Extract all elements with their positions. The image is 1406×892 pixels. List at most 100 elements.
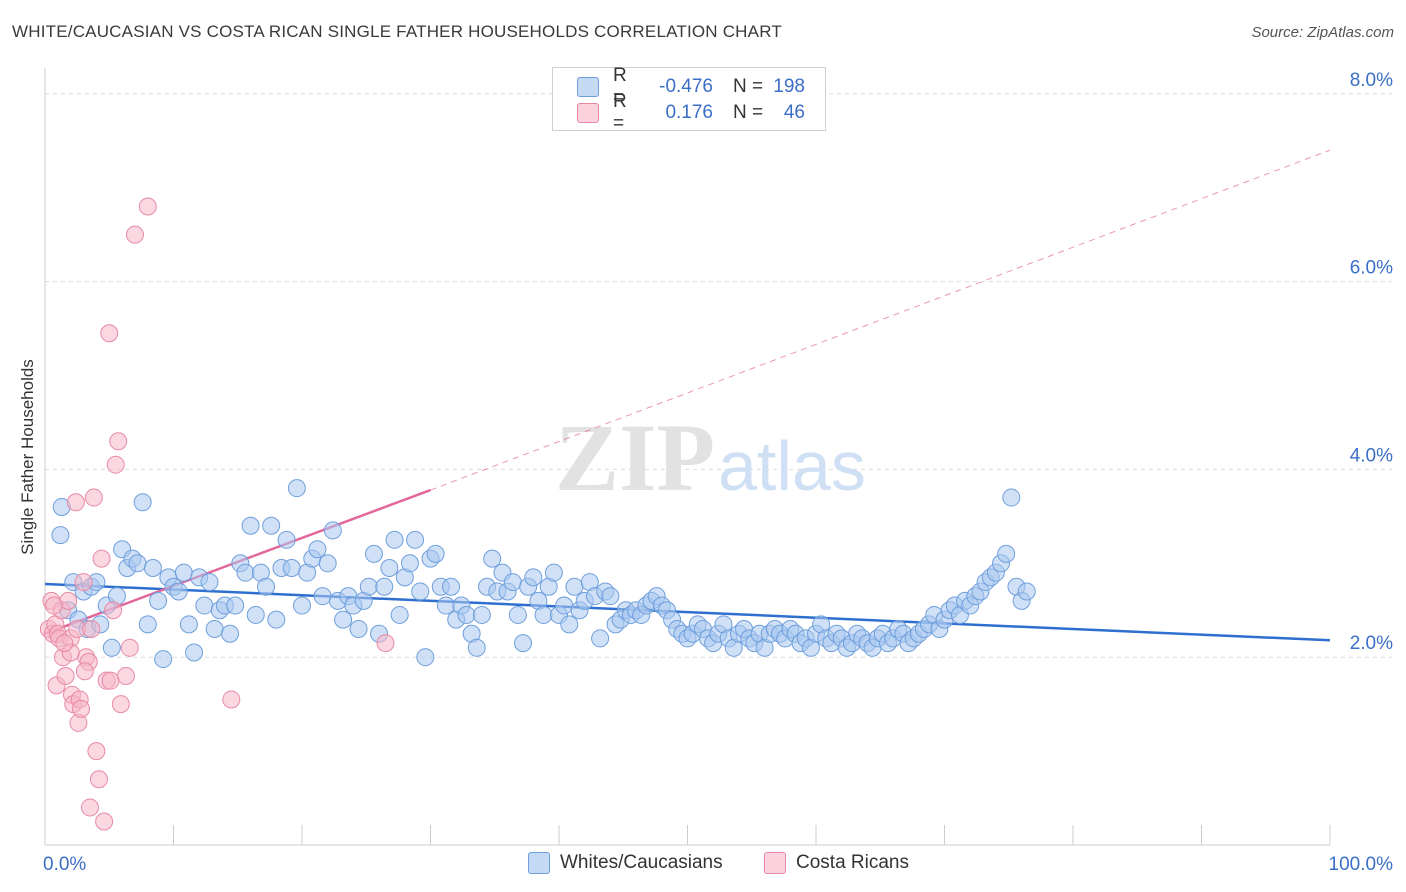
data-point-whites: [472, 605, 491, 624]
legend-swatch-pink: [577, 103, 599, 123]
y-tick-label: 8.0%: [1350, 70, 1393, 91]
legend-row-whites: R = -0.476 N = 198: [577, 65, 805, 108]
data-point-whites: [226, 596, 245, 615]
data-point-whites: [436, 596, 455, 615]
data-point-whites: [390, 605, 409, 624]
data-point-whites: [380, 558, 399, 577]
data-point-whites: [457, 605, 476, 624]
data-point-whites: [544, 563, 563, 582]
data-point-whites: [1002, 488, 1021, 507]
data-point-costa-ricans: [84, 488, 103, 507]
data-point-whites: [406, 530, 425, 549]
data-point-whites: [503, 573, 522, 592]
bottom-legend-swatch-blue: [528, 852, 550, 874]
data-point-whites: [560, 615, 579, 634]
bottom-legend-swatch-pink: [764, 852, 786, 874]
data-point-whites: [467, 638, 486, 657]
data-point-whites: [205, 620, 224, 639]
axes: [44, 68, 1331, 846]
data-point-whites: [565, 577, 584, 596]
legend-r-label: R =: [613, 65, 627, 108]
bottom-legend-label-costa-ricans: Costa Ricans: [796, 852, 909, 873]
data-point-costa-ricans: [80, 798, 99, 817]
data-point-whites: [323, 521, 342, 540]
y-axis-label: Single Father Households: [18, 359, 37, 555]
data-point-whites: [411, 582, 430, 601]
data-point-whites: [241, 516, 260, 535]
data-point-whites: [385, 530, 404, 549]
data-point-whites: [262, 516, 281, 535]
data-point-whites: [287, 479, 306, 498]
bottom-legend-costa-ricans: Costa Ricans: [764, 852, 909, 874]
data-point-whites: [534, 605, 553, 624]
legend-r-value: -0.476: [659, 76, 713, 97]
data-point-whites: [591, 629, 610, 648]
x-tick-label-max: 100.0%: [1329, 854, 1394, 875]
data-point-costa-ricans: [89, 770, 108, 789]
data-point-whites: [138, 615, 157, 634]
data-point-whites: [133, 493, 152, 512]
data-point-whites: [200, 573, 219, 592]
watermark-zip: ZIP: [555, 404, 715, 511]
y-tick-label: 6.0%: [1350, 258, 1393, 279]
data-point-whites: [318, 554, 337, 573]
bottom-legend-label-whites: Whites/Caucasians: [560, 852, 723, 873]
data-point-whites: [51, 526, 70, 545]
data-point-whites: [426, 544, 445, 563]
data-point-whites: [308, 540, 327, 559]
bottom-legend-whites: Whites/Caucasians: [528, 852, 723, 874]
data-point-whites: [185, 643, 204, 662]
data-point-whites: [195, 596, 214, 615]
data-point-costa-ricans: [71, 699, 90, 718]
data-point-whites: [1017, 582, 1036, 601]
x-tick-label-min: 0.0%: [43, 854, 86, 875]
data-point-costa-ricans: [120, 638, 139, 657]
data-point-whites: [149, 591, 168, 610]
data-point-whites: [257, 577, 276, 596]
data-point-whites: [508, 605, 527, 624]
data-point-whites: [400, 554, 419, 573]
data-point-costa-ricans: [44, 596, 63, 615]
y-tick-label: 4.0%: [1350, 445, 1393, 466]
data-point-whites: [555, 596, 574, 615]
data-point-costa-ricans: [82, 620, 101, 639]
data-point-whites: [997, 544, 1016, 563]
data-point-whites: [313, 587, 332, 606]
data-point-costa-ricans: [75, 662, 94, 681]
data-point-costa-ricans: [104, 601, 123, 620]
data-point-costa-ricans: [87, 742, 106, 761]
data-point-costa-ricans: [74, 573, 93, 592]
legend-n-label: N =: [733, 76, 764, 97]
legend-r-value: 0.176: [665, 102, 713, 123]
data-point-whites: [416, 648, 435, 667]
legend-r-label: R =: [613, 91, 627, 134]
data-point-whites: [174, 563, 193, 582]
grid-lines: [45, 93, 1392, 658]
watermark-atlas: atlas: [718, 427, 866, 505]
data-point-whites: [442, 577, 461, 596]
legend-n-label: N =: [733, 102, 764, 123]
data-point-costa-ricans: [222, 690, 241, 709]
data-point-whites: [524, 568, 543, 587]
legend-row-costa-ricans: R = 0.176 N = 46: [577, 91, 805, 134]
data-point-whites: [169, 582, 188, 601]
data-point-whites: [483, 549, 502, 568]
data-point-whites: [267, 610, 286, 629]
data-point-whites: [221, 624, 240, 643]
data-point-whites: [364, 544, 383, 563]
data-point-whites: [375, 577, 394, 596]
data-point-costa-ricans: [116, 666, 135, 685]
data-point-costa-ricans: [101, 671, 120, 690]
data-point-whites: [334, 610, 353, 629]
correlation-legend: R = -0.476 N = 198 R = 0.176 N = 46: [552, 65, 826, 134]
source-label: Source: ZipAtlas.com: [1251, 24, 1394, 41]
data-point-costa-ricans: [376, 634, 395, 653]
data-point-whites: [514, 634, 533, 653]
data-point-whites: [143, 558, 162, 577]
data-point-costa-ricans: [92, 549, 111, 568]
data-point-whites: [282, 558, 301, 577]
data-point-whites: [359, 577, 378, 596]
data-point-costa-ricans: [106, 455, 125, 474]
data-point-costa-ricans: [95, 812, 114, 831]
data-point-costa-ricans: [125, 225, 144, 244]
